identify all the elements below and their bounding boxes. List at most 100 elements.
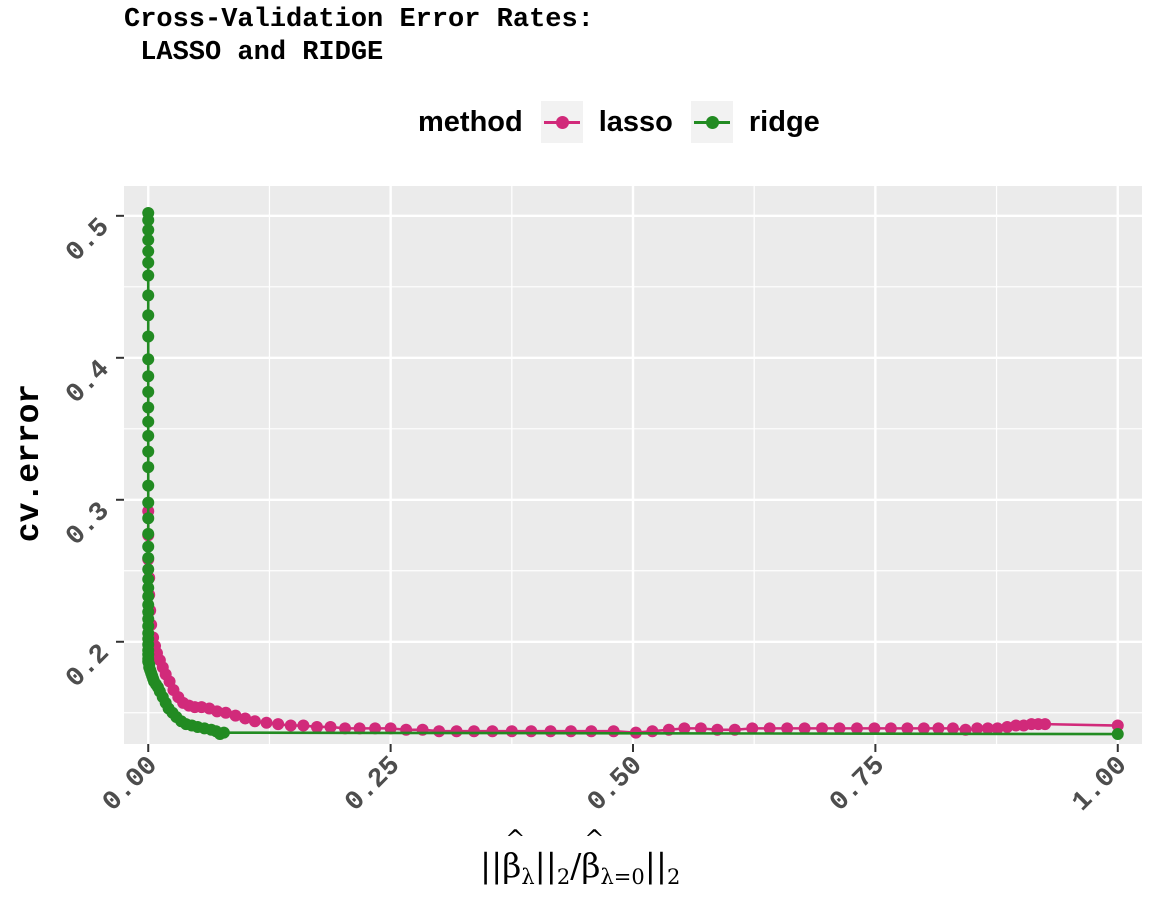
point-ridge bbox=[142, 527, 155, 540]
point-lasso bbox=[433, 725, 446, 738]
point-lasso bbox=[798, 722, 811, 735]
point-lasso bbox=[450, 725, 463, 738]
point-lasso bbox=[932, 722, 945, 735]
x-tick-label: 1.00 bbox=[1067, 751, 1134, 818]
point-lasso bbox=[868, 722, 881, 735]
point-lasso bbox=[971, 722, 984, 735]
point-lasso bbox=[468, 725, 480, 738]
point-ridge bbox=[142, 552, 155, 564]
x-title-sub-1: λ bbox=[521, 865, 535, 889]
point-lasso bbox=[981, 722, 994, 735]
x-title-beta-1: β bbox=[502, 825, 525, 885]
x-tick-label: 0.00 bbox=[98, 751, 165, 818]
point-lasso bbox=[525, 725, 538, 738]
point-lasso bbox=[310, 720, 323, 733]
point-lasso bbox=[324, 720, 337, 733]
point-lasso bbox=[850, 722, 863, 735]
point-lasso bbox=[678, 722, 691, 735]
point-ridge bbox=[142, 289, 155, 302]
point-lasso bbox=[1111, 719, 1124, 732]
x-tick-label: 0.25 bbox=[340, 751, 407, 818]
point-ridge bbox=[142, 496, 155, 509]
point-lasso bbox=[353, 722, 366, 735]
point-ridge bbox=[142, 479, 155, 492]
legend-key-ridge bbox=[690, 101, 733, 143]
point-ridge bbox=[142, 540, 155, 553]
point-ridge bbox=[142, 269, 155, 282]
point-lasso bbox=[229, 709, 242, 722]
x-title-sub-4: 2 bbox=[667, 865, 681, 889]
y-tick-label: 0.2 bbox=[61, 639, 117, 695]
point-ridge bbox=[142, 233, 155, 246]
point-ridge bbox=[142, 573, 155, 586]
x-tick-label: 0.75 bbox=[825, 751, 892, 818]
point-ridge bbox=[142, 309, 155, 322]
point-ridge bbox=[142, 224, 155, 237]
x-title-beta-2: β bbox=[581, 825, 604, 885]
point-ridge bbox=[142, 353, 155, 366]
point-ridge bbox=[217, 726, 230, 739]
legend-key-lasso bbox=[540, 101, 583, 143]
point-lasso bbox=[369, 722, 382, 735]
point-lasso bbox=[1039, 718, 1052, 731]
y-tick-label: 0.3 bbox=[61, 497, 117, 553]
point-ridge bbox=[142, 415, 155, 428]
grid-major bbox=[124, 186, 1142, 744]
legend: method lasso ridge bbox=[418, 100, 838, 144]
legend-title: method bbox=[418, 105, 523, 138]
point-ridge bbox=[142, 214, 155, 227]
point-lasso bbox=[585, 725, 598, 738]
point-ridge bbox=[142, 256, 155, 269]
point-ridge bbox=[142, 563, 155, 576]
y-tick-label: 0.5 bbox=[61, 213, 117, 269]
point-ridge bbox=[142, 429, 155, 442]
point-ridge bbox=[142, 245, 155, 258]
x-title-sub-3: λ=0 bbox=[600, 865, 645, 889]
point-lasso bbox=[248, 715, 261, 728]
point-lasso bbox=[564, 725, 577, 738]
point-ridge bbox=[142, 370, 155, 383]
point-lasso bbox=[763, 722, 776, 735]
point-lasso bbox=[646, 725, 659, 738]
point-lasso bbox=[746, 722, 759, 735]
x-title-sub-2: 2 bbox=[556, 865, 571, 889]
point-lasso bbox=[816, 722, 829, 735]
point-lasso bbox=[694, 722, 707, 735]
point-ridge bbox=[142, 401, 155, 414]
series-layer bbox=[142, 206, 1124, 741]
point-ridge bbox=[142, 330, 155, 343]
legend-point-lasso bbox=[555, 116, 569, 129]
point-lasso bbox=[917, 722, 930, 735]
y-tick-label: 0.4 bbox=[61, 355, 117, 411]
point-ridge bbox=[142, 581, 155, 594]
legend-point-ridge bbox=[705, 116, 719, 129]
x-tick-label: 0.50 bbox=[582, 751, 649, 818]
point-lasso bbox=[901, 722, 914, 735]
point-ridge bbox=[142, 385, 155, 398]
chart-title: Cross-Validation Error Rates: LASSO and … bbox=[124, 5, 594, 68]
point-ridge bbox=[142, 461, 155, 474]
point-lasso bbox=[833, 722, 846, 735]
y-axis-title: cv.error bbox=[11, 384, 48, 542]
point-lasso bbox=[781, 722, 794, 735]
point-lasso bbox=[607, 725, 620, 738]
point-ridge bbox=[1111, 728, 1124, 741]
point-lasso bbox=[239, 712, 252, 725]
legend-label-ridge: ridge bbox=[748, 105, 820, 138]
point-ridge bbox=[142, 512, 155, 525]
x-title-mid: || bbox=[534, 846, 557, 885]
point-lasso bbox=[284, 719, 297, 732]
point-lasso bbox=[297, 719, 310, 732]
point-lasso bbox=[884, 722, 897, 735]
point-lasso bbox=[544, 725, 557, 738]
x-title-slash: / bbox=[570, 846, 582, 885]
point-lasso bbox=[991, 722, 1004, 735]
point-ridge bbox=[142, 590, 155, 603]
point-lasso bbox=[219, 706, 232, 719]
x-axis-title: ||βλ||2/βλ=0||2 bbox=[480, 825, 681, 889]
point-lasso bbox=[486, 725, 499, 738]
point-lasso bbox=[339, 722, 352, 735]
point-lasso bbox=[384, 722, 397, 735]
legend-label-lasso: lasso bbox=[598, 105, 673, 138]
